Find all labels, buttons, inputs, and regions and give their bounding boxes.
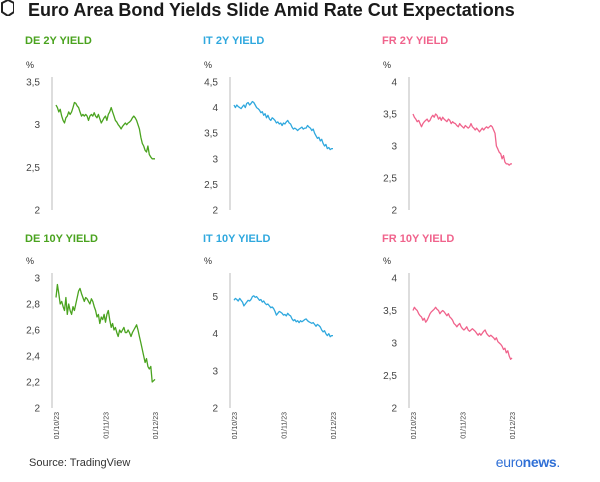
chart-panel-fr-2y: FR 2Y YIELD%4 3,5 3 2,5 2 (382, 35, 512, 217)
y-tick-label: 4 (391, 78, 397, 89)
panel-title: DE 2Y YIELD (25, 35, 92, 47)
chart-panel-it-2y: IT 2Y YIELD% 4,5 4 3,5 3 2,5 2 (203, 35, 333, 217)
series-line (412, 306, 513, 360)
panel-title: IT 10Y YIELD (203, 233, 271, 245)
x-tick-label: 01/12/23 (153, 412, 160, 439)
y-tick-label: 4 (212, 103, 218, 114)
series-line (233, 100, 333, 151)
chart-panel-fr-10y: FR 10Y YIELD%4 3,5 3 2,5 2 01/10/23 01/11/23 01… (382, 233, 517, 439)
y-unit-label: % (26, 60, 34, 70)
logo-dot: . (556, 454, 560, 470)
euronews-logo: euronews. (495, 454, 561, 470)
y-tick-label: 3 (212, 154, 218, 165)
y-tick-label: 2 (34, 206, 40, 217)
y-tick-label: 2,5 (204, 180, 218, 191)
panel-title: FR 10Y YIELD (382, 233, 454, 245)
y-tick-label: 3 (34, 274, 40, 285)
series-line (412, 113, 512, 166)
y-tick-label: 3 (391, 339, 397, 350)
y-tick-label: 2 (212, 404, 218, 415)
chart-panel-it-10y: IT 10Y YIELD% 5 4 3 2 01/10/23 01/11/23 01/12/2… (203, 233, 338, 439)
logo-light-text: euro (495, 454, 523, 470)
y-tick-label: 2,5 (383, 371, 397, 382)
y-tick-label: 3,5 (204, 129, 218, 140)
chart-panel-de-10y: DE 10Y YIELD%3 2,8 2,6 2,4 2,2 2 01/10/23 01/11… (25, 233, 160, 439)
y-unit-label: % (383, 256, 391, 266)
x-tick-label: 01/10/23 (411, 412, 418, 439)
corner-mark-icon (0, 0, 14, 16)
x-tick-label: 01/12/23 (510, 412, 517, 439)
y-tick-label: 2 (212, 206, 218, 217)
y-tick-label: 2,6 (26, 326, 40, 337)
x-tick-label: 01/11/23 (461, 412, 468, 439)
y-tick-label: 2 (391, 206, 397, 217)
y-tick-label: 5 (212, 292, 218, 303)
x-tick-label: 01/11/23 (104, 412, 111, 439)
panel-title: IT 2Y YIELD (203, 35, 264, 47)
series-line (55, 283, 156, 383)
y-tick-label: 2,2 (26, 378, 40, 389)
y-tick-label: 2,8 (26, 300, 40, 311)
y-tick-label: 4,5 (204, 78, 218, 89)
x-tick-label: 01/10/23 (232, 412, 239, 439)
y-tick-label: 2,4 (26, 352, 40, 363)
y-unit-label: % (26, 256, 34, 266)
logo-bold-text: news (522, 454, 557, 470)
y-tick-label: 4 (212, 329, 218, 340)
y-tick-label: 2,5 (383, 174, 397, 185)
x-tick-label: 01/12/23 (331, 412, 338, 439)
y-unit-label: % (383, 60, 391, 70)
y-unit-label: % (204, 256, 212, 266)
page-title: Euro Area Bond Yields Slide Amid Rate Cu… (28, 0, 515, 20)
y-tick-label: 2 (34, 404, 40, 415)
series-line (233, 295, 333, 338)
y-tick-label: 2,5 (26, 163, 40, 174)
y-tick-label: 2 (391, 404, 397, 415)
y-tick-label: 3 (212, 366, 218, 377)
y-tick-label: 3 (391, 142, 397, 153)
y-tick-label: 3 (34, 120, 40, 131)
source-note: Source: TradingView (29, 457, 131, 469)
y-tick-label: 3,5 (383, 306, 397, 317)
y-tick-label: 3,5 (383, 110, 397, 121)
chart-panel-de-2y: DE 2Y YIELD% 3,5 3 2,5 2 (25, 35, 155, 217)
series-line (55, 101, 155, 160)
panel-title: FR 2Y YIELD (382, 35, 448, 47)
panel-title: DE 10Y YIELD (25, 233, 98, 245)
y-tick-label: 3,5 (26, 78, 40, 89)
y-tick-label: 4 (391, 274, 397, 285)
x-tick-label: 01/11/23 (282, 412, 289, 439)
x-tick-label: 01/10/23 (54, 412, 61, 439)
y-unit-label: % (204, 60, 212, 70)
